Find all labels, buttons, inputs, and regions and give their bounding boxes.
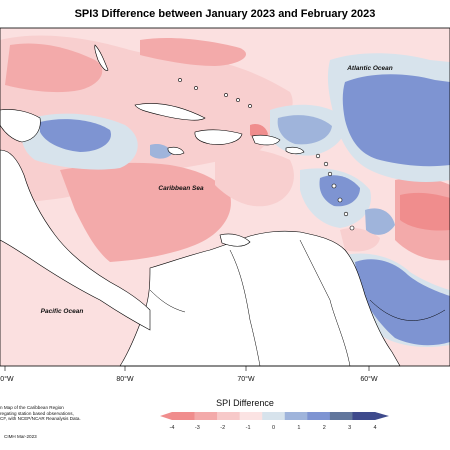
note-line-3: CF, with NCEP/NCAR Reanalysis Data. xyxy=(0,416,81,422)
islands xyxy=(134,78,355,247)
country-borders xyxy=(149,239,446,367)
lon-tick-80w: 80°W xyxy=(116,375,134,383)
legend-tick-label: 3 xyxy=(348,425,351,431)
note-line-2: regating station based observations, xyxy=(0,410,74,416)
legend-arrow-high xyxy=(375,412,389,420)
map-plot-area xyxy=(0,27,450,367)
legend-tick-label: -3 xyxy=(195,425,200,431)
legend-swatch xyxy=(239,412,263,420)
legend-tick-label: 4 xyxy=(373,425,376,431)
legend-colorbar: -4 -3 -2 -1 0 1 2 3 4 xyxy=(160,412,389,431)
legend-tick-label: 2 xyxy=(323,425,326,431)
legend-tick-label: -2 xyxy=(220,425,225,431)
pacific-ocean-label: Pacific Ocean xyxy=(41,308,84,315)
legend-tick-label: -1 xyxy=(246,425,251,431)
legend-swatch xyxy=(352,412,376,420)
legend-swatch xyxy=(217,412,240,420)
legend-tick-label: 1 xyxy=(297,425,300,431)
legend-arrow-low xyxy=(160,412,172,420)
note-line-1: n Map of the Caribbean Region xyxy=(0,405,64,410)
map-title: SPI3 Difference between January 2023 and… xyxy=(74,8,376,20)
caribbean-sea-label: Caribbean Sea xyxy=(158,185,204,192)
credit-text: CIMH Mar-2023 xyxy=(4,434,37,439)
wet-anomaly-areas xyxy=(40,74,450,346)
legend-swatch xyxy=(307,412,331,420)
legend-tick-label: -4 xyxy=(170,425,175,431)
lon-tick-70w: 70°W xyxy=(237,375,255,383)
legend-swatch xyxy=(172,412,195,420)
legend-tick-label: 0 xyxy=(272,425,275,431)
lon-tick-90w: 90°W xyxy=(0,375,14,383)
legend-swatch xyxy=(329,412,353,420)
land-masses xyxy=(0,44,401,367)
longitude-axis: 90°W 80°W 70°W 60°W xyxy=(0,366,378,383)
lon-tick-60w: 60°W xyxy=(360,375,378,383)
atlantic-ocean-label: Atlantic Ocean xyxy=(346,65,393,72)
map-description-note: n Map of the Caribbean Region regating s… xyxy=(0,405,81,422)
legend-title: SPI Difference xyxy=(216,398,274,408)
legend-swatch xyxy=(284,412,308,420)
legend-swatch xyxy=(262,412,286,420)
legend-swatch xyxy=(194,412,218,420)
